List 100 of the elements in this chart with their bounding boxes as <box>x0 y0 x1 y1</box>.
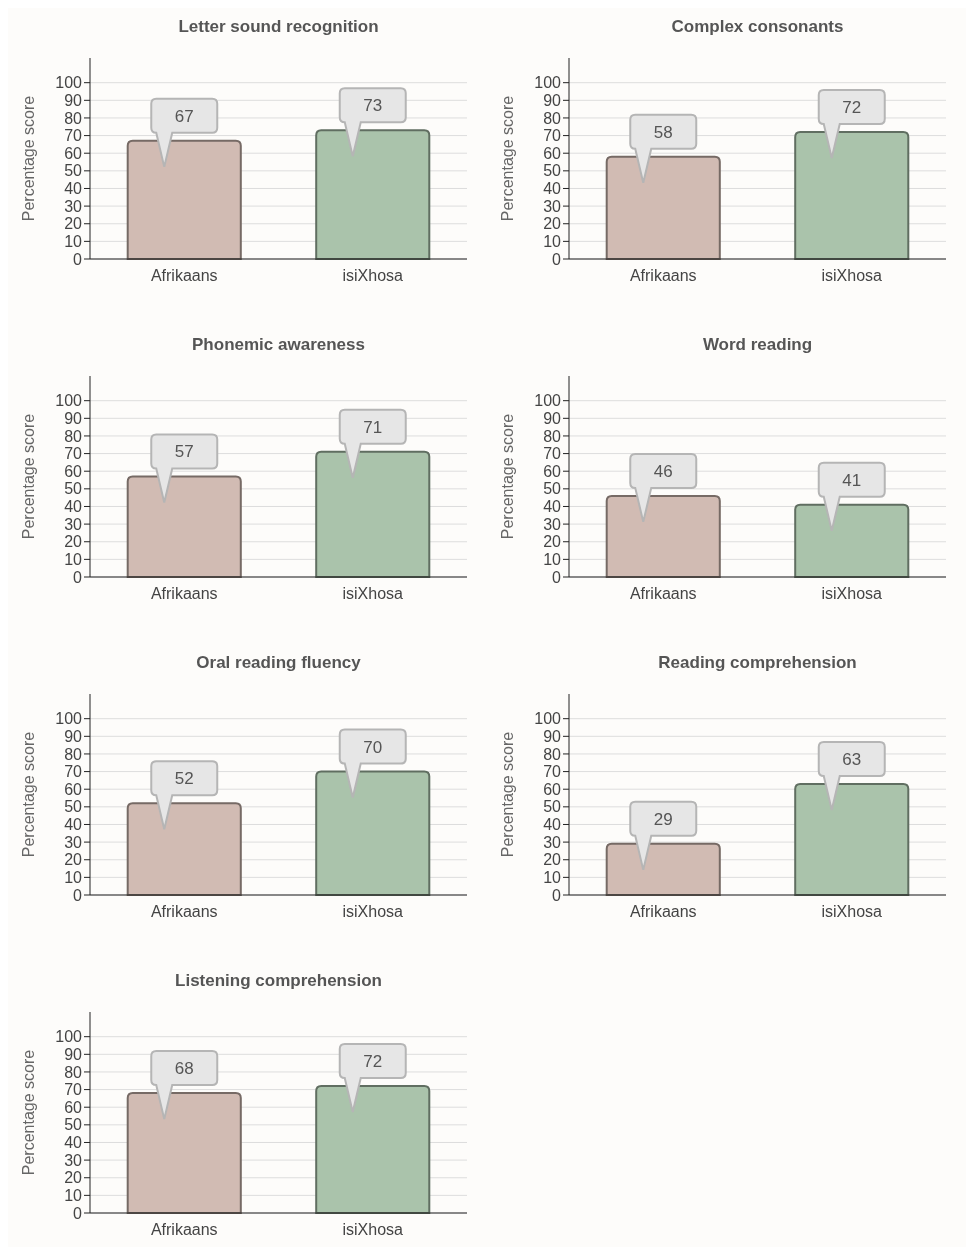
y-tick-label: 30 <box>64 1151 83 1169</box>
y-tick-label: 60 <box>64 1098 83 1116</box>
y-tick-label: 60 <box>64 780 83 798</box>
data-label: 70 <box>363 737 383 757</box>
y-tick-label: 70 <box>64 127 83 145</box>
y-tick-label: 90 <box>543 409 562 427</box>
data-label: 68 <box>174 1059 194 1079</box>
data-label: 29 <box>653 809 673 829</box>
y-tick-label: 50 <box>64 798 83 816</box>
y-tick-label: 30 <box>543 197 562 215</box>
y-tick-label: 70 <box>64 763 83 781</box>
y-axis-title: Percentage score <box>20 1049 37 1176</box>
y-tick-label: 50 <box>64 480 83 498</box>
y-tick-label: 30 <box>543 833 562 851</box>
x-tick-label: Afrikaans <box>150 267 218 284</box>
y-tick-label: 40 <box>543 498 562 516</box>
y-tick-label: 20 <box>64 851 83 869</box>
y-tick-label: 70 <box>543 445 562 463</box>
data-label: 57 <box>174 442 194 462</box>
x-tick-label: isiXhosa <box>342 585 404 602</box>
data-label: 71 <box>363 417 383 437</box>
y-tick-label: 20 <box>64 1169 83 1187</box>
y-tick-label: 80 <box>64 1063 83 1081</box>
y-tick-label: 80 <box>543 109 562 127</box>
chart-title: Complex consonants <box>671 17 844 36</box>
data-label: 63 <box>842 749 862 769</box>
y-tick-label: 60 <box>64 144 83 162</box>
data-label: 72 <box>363 1052 383 1071</box>
y-tick-label: 10 <box>64 868 83 886</box>
y-tick-label: 90 <box>64 727 83 745</box>
y-tick-label: 30 <box>64 197 83 215</box>
y-tick-label: 50 <box>64 162 83 180</box>
y-tick-label: 100 <box>534 392 562 410</box>
y-tick-label: 100 <box>55 74 83 92</box>
data-label: 41 <box>842 470 862 490</box>
y-axis-title: Percentage score <box>20 95 37 222</box>
y-tick-label: 90 <box>64 409 83 427</box>
y-tick-label: 90 <box>543 91 562 109</box>
y-tick-label: 30 <box>64 515 83 533</box>
y-tick-label: 40 <box>64 180 83 198</box>
chart-title: Reading comprehension <box>658 653 857 672</box>
y-tick-label: 10 <box>64 232 83 250</box>
y-axis-title: Percentage score <box>499 95 516 222</box>
y-tick-label: 60 <box>543 780 562 798</box>
x-tick-label: isiXhosa <box>821 903 883 920</box>
y-tick-label: 0 <box>73 886 83 904</box>
y-tick-label: 40 <box>64 1134 83 1152</box>
y-tick-label: 10 <box>64 1186 83 1204</box>
x-tick-label: Afrikaans <box>629 585 697 602</box>
y-tick-label: 70 <box>543 127 562 145</box>
y-tick-label: 10 <box>543 550 562 568</box>
data-label: 46 <box>653 461 673 481</box>
y-tick-label: 80 <box>64 745 83 763</box>
y-tick-label: 50 <box>543 162 562 180</box>
data-label: 58 <box>653 122 673 142</box>
y-tick-label: 70 <box>64 445 83 463</box>
y-tick-label: 0 <box>73 250 83 268</box>
x-tick-label: Afrikaans <box>629 903 697 920</box>
x-tick-label: isiXhosa <box>821 585 883 602</box>
y-tick-label: 60 <box>543 462 562 480</box>
y-tick-label: 60 <box>64 462 83 480</box>
x-tick-label: Afrikaans <box>150 585 218 602</box>
x-tick-label: isiXhosa <box>342 267 404 284</box>
y-axis-title: Percentage score <box>499 731 516 858</box>
y-tick-label: 20 <box>543 533 562 551</box>
y-tick-label: 10 <box>543 232 562 250</box>
y-tick-label: 70 <box>64 1081 83 1099</box>
chart-title: Listening comprehension <box>175 971 382 990</box>
y-tick-label: 90 <box>64 1045 83 1063</box>
x-tick-label: Afrikaans <box>629 267 697 284</box>
data-label: 73 <box>363 96 383 116</box>
y-tick-label: 60 <box>543 144 562 162</box>
x-tick-label: Afrikaans <box>150 1221 218 1238</box>
y-tick-label: 50 <box>543 798 562 816</box>
y-tick-label: 40 <box>543 180 562 198</box>
chart-title: Phonemic awareness <box>192 335 365 354</box>
y-tick-label: 100 <box>55 710 83 728</box>
data-label: 52 <box>174 769 194 789</box>
data-label: 72 <box>842 98 862 117</box>
y-tick-label: 20 <box>64 533 83 551</box>
x-tick-label: isiXhosa <box>821 267 883 284</box>
y-tick-label: 40 <box>64 498 83 516</box>
y-tick-label: 100 <box>534 74 562 92</box>
y-tick-label: 30 <box>64 833 83 851</box>
y-tick-label: 40 <box>64 816 83 834</box>
y-tick-label: 0 <box>552 886 562 904</box>
y-tick-label: 0 <box>73 568 83 586</box>
y-tick-label: 20 <box>543 851 562 869</box>
x-tick-label: isiXhosa <box>342 1221 404 1238</box>
y-tick-label: 20 <box>543 215 562 233</box>
y-tick-label: 0 <box>552 568 562 586</box>
chart-title: Oral reading fluency <box>196 653 362 672</box>
y-axis-title: Percentage score <box>499 413 516 540</box>
y-tick-label: 80 <box>543 427 562 445</box>
y-tick-label: 10 <box>543 868 562 886</box>
y-tick-label: 100 <box>534 710 562 728</box>
y-tick-label: 80 <box>64 109 83 127</box>
y-tick-label: 0 <box>552 250 562 268</box>
y-tick-label: 80 <box>543 745 562 763</box>
y-tick-label: 70 <box>543 763 562 781</box>
